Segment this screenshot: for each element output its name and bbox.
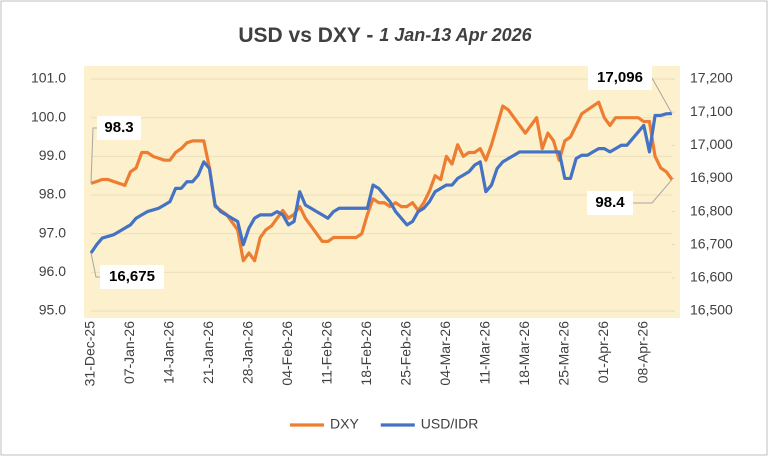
y-tick-label: 99.0 — [39, 147, 66, 163]
x-tick-label: 11-Feb-26 — [319, 321, 335, 385]
annotation-box — [97, 116, 141, 140]
y-tick-label: 95.0 — [39, 302, 66, 318]
x-tick-label: 25-Feb-26 — [398, 321, 414, 386]
series-line — [89, 111, 673, 254]
leader-line — [633, 179, 673, 204]
x-tick-label: 08-Apr-26 — [634, 321, 650, 383]
annotation-box — [588, 66, 652, 90]
subtitle: 1 Jan-13 Apr 2026 — [379, 25, 532, 45]
annotation: 98.3 — [104, 119, 133, 136]
x-tick-label: 25-Mar-26 — [556, 321, 572, 386]
chart-title: USD vs DXY - 1 Jan-13 Apr 2026 — [238, 24, 532, 47]
legend-label: USD/IDR — [421, 416, 479, 432]
x-tick-label: 11-Mar-26 — [477, 321, 493, 385]
y2-tick-label: 16,600 — [690, 269, 733, 285]
y-tick-label: 98.0 — [39, 186, 66, 202]
legend-label: DXY — [330, 416, 359, 432]
y2-tick-label: 16,800 — [690, 202, 733, 218]
x-tick-label: 07-Jan-26 — [121, 321, 137, 384]
x-tick-label: 18-Feb-26 — [358, 321, 374, 386]
y-tick-label: 97.0 — [39, 224, 66, 240]
annotation-box — [587, 191, 633, 215]
annotation: 17,096 — [597, 69, 643, 86]
x-tick-label: 31-Dec-25 — [82, 321, 98, 387]
y-tick-label: 96.0 — [39, 263, 66, 279]
leader-line — [651, 77, 673, 114]
annotation: 16,675 — [109, 268, 155, 285]
y2-tick-label: 17,100 — [690, 103, 733, 119]
y2-tick-label: 16,900 — [690, 169, 733, 185]
x-tick-label: 04-Mar-26 — [437, 321, 453, 386]
y2-tick-label: 17,000 — [690, 136, 733, 152]
y2-tick-label: 17,200 — [690, 70, 733, 86]
y2-tick-label: 16,700 — [690, 235, 733, 251]
x-tick-label: 21-Jan-26 — [200, 321, 216, 384]
x-tick-label: 18-Mar-26 — [516, 321, 532, 386]
annotation: 98.4 — [595, 194, 625, 211]
x-tick-label: 14-Jan-26 — [161, 321, 177, 384]
leader-line — [90, 252, 100, 278]
annotation-box — [100, 265, 164, 289]
x-tick-label: 04-Feb-26 — [279, 321, 295, 386]
y2-tick-label: 16,500 — [690, 302, 733, 318]
leader-line — [90, 127, 97, 184]
x-tick-label: 01-Apr-26 — [595, 321, 611, 383]
title: USD vs DXY - — [238, 24, 373, 47]
series-line — [90, 100, 674, 263]
y-tick-label: 100.0 — [31, 108, 66, 124]
x-tick-label: 28-Jan-26 — [240, 321, 256, 384]
y-tick-label: 101.0 — [31, 70, 66, 86]
